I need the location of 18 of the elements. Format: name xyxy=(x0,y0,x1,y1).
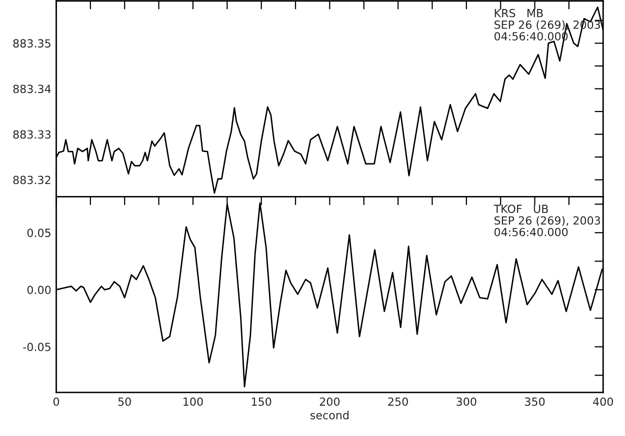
x-tick-label: 150 xyxy=(252,397,272,406)
y-tick-label: 883.35 xyxy=(13,39,50,48)
y-tick-label: 883.32 xyxy=(13,176,50,184)
x-tick-label: 0 xyxy=(53,397,60,406)
y-tick-label: 883.33 xyxy=(13,130,50,139)
y-tick-label: 0.05 xyxy=(27,228,50,238)
annotation: TKOF UB SEP 26 (269), 2003 04:56:40.000 xyxy=(494,204,600,236)
y-tick-label: 0.00 xyxy=(27,286,51,294)
x-tick-label: 300 xyxy=(456,397,476,406)
x-tick-label: 50 xyxy=(118,397,131,406)
x-tick-label: 100 xyxy=(184,397,203,406)
x-tick-label: 350 xyxy=(525,397,545,406)
x-tick-label: 400 xyxy=(593,397,613,406)
x-tick-label: 200 xyxy=(320,397,340,406)
x-tick-label: 250 xyxy=(388,397,408,406)
y-tick-label: -0.05 xyxy=(23,342,50,352)
x-axis-title: second xyxy=(310,410,348,420)
y-tick-label: 883.34 xyxy=(13,84,51,94)
